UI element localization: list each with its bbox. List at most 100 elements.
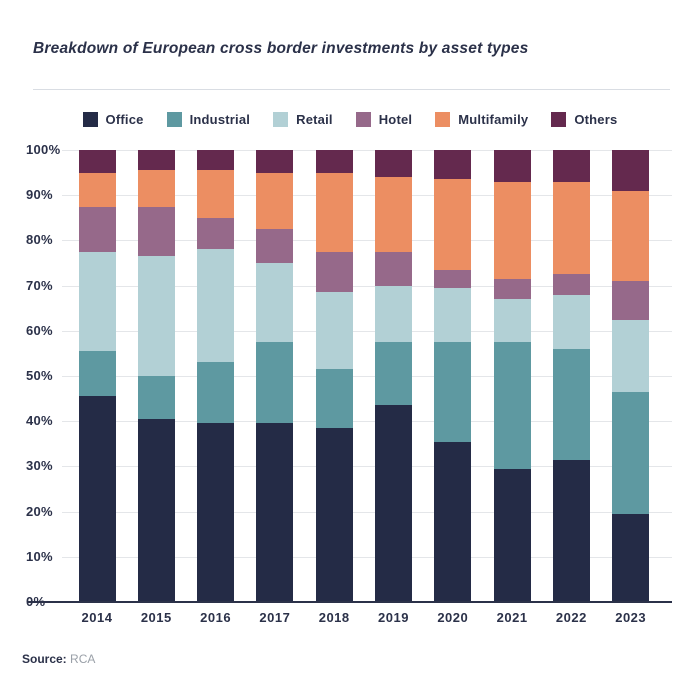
- bar-segment-2017-industrial: [256, 342, 294, 424]
- legend-label: Others: [574, 112, 618, 127]
- bar-segment-2022-industrial: [552, 348, 590, 460]
- bar-segment-2023-multifamily: [612, 190, 650, 282]
- bar-2020: [434, 150, 472, 602]
- bar-2017: [256, 150, 294, 602]
- bar-segment-2021-industrial: [493, 342, 531, 469]
- title-divider: [33, 89, 670, 90]
- bar-2022: [552, 150, 590, 602]
- legend-item-retail: Retail: [273, 112, 333, 127]
- bar-segment-2020-industrial: [434, 342, 472, 442]
- bar-segment-2021-multifamily: [493, 181, 531, 279]
- bar-segment-2023-industrial: [612, 391, 650, 514]
- legend-swatch-icon: [435, 112, 451, 127]
- y-axis-tick-label-100: 100%: [26, 142, 61, 157]
- bar-2018: [315, 150, 353, 602]
- x-axis-label-2014: 2014: [81, 610, 113, 625]
- gridline-50: [62, 376, 672, 377]
- bar-segment-2015-others: [137, 150, 175, 171]
- gridline-100: [62, 150, 672, 151]
- bar-segment-2014-industrial: [78, 351, 116, 397]
- bar-2014: [78, 150, 116, 602]
- bar-segment-2018-others: [315, 150, 353, 173]
- bar-segment-2015-multifamily: [137, 170, 175, 207]
- bar-segment-2020-retail: [434, 287, 472, 343]
- x-axis-label-2023: 2023: [615, 610, 647, 625]
- bar-segment-2014-hotel: [78, 206, 116, 252]
- legend-label: Hotel: [378, 112, 413, 127]
- bar-segment-2022-hotel: [552, 274, 590, 295]
- bar-segment-2017-office: [256, 423, 294, 602]
- bar-segment-2014-others: [78, 150, 116, 173]
- legend-label: Retail: [296, 112, 333, 127]
- x-axis-label-2020: 2020: [437, 610, 469, 625]
- bar-segment-2018-multifamily: [315, 172, 353, 252]
- bar-segment-2016-office: [197, 423, 235, 602]
- bar-segment-2017-retail: [256, 263, 294, 343]
- y-axis-tick-label-80: 80%: [26, 232, 53, 248]
- bar-2021: [493, 150, 531, 602]
- legend-item-office: Office: [82, 112, 144, 127]
- bar-segment-2020-office: [434, 441, 472, 602]
- y-axis-tick-label-30: 30%: [26, 458, 53, 474]
- bar-segment-2017-hotel: [256, 229, 294, 264]
- x-axis-line: [28, 601, 672, 603]
- gridline-70: [62, 285, 672, 287]
- x-axis-label-2016: 2016: [200, 610, 232, 625]
- bar-segment-2020-multifamily: [434, 179, 472, 270]
- gridline-90: [62, 195, 672, 197]
- bar-segment-2014-multifamily: [78, 172, 116, 207]
- legend-item-others: Others: [551, 112, 617, 127]
- y-axis-tick-label-10: 10%: [26, 548, 53, 564]
- bar-segment-2022-office: [552, 459, 590, 602]
- gridline-20: [62, 511, 672, 513]
- x-axis-label-2021: 2021: [496, 610, 528, 625]
- bar-segment-2019-others: [375, 150, 412, 178]
- bar-segment-2023-hotel: [612, 281, 650, 320]
- source-note: Source: RCA: [22, 652, 95, 666]
- y-axis-tick-label-50: 50%: [26, 368, 53, 383]
- legend-swatch-icon: [82, 112, 98, 127]
- legend-label: Office: [105, 112, 144, 127]
- bar-segment-2016-multifamily: [197, 170, 235, 218]
- bar-segment-2019-industrial: [375, 342, 412, 406]
- legend-item-industrial: Industrial: [166, 112, 251, 127]
- page-title: Breakdown of European cross border inves…: [33, 40, 529, 57]
- bar-segment-2016-retail: [197, 249, 235, 363]
- bar-segment-2023-others: [612, 150, 650, 191]
- bar-segment-2018-retail: [315, 292, 353, 370]
- bar-segment-2019-hotel: [375, 251, 412, 286]
- x-axis-label-2017: 2017: [259, 610, 291, 625]
- bar-segment-2015-retail: [137, 256, 175, 377]
- gridline-10: [62, 556, 672, 558]
- y-axis-tick-label-40: 40%: [26, 413, 53, 429]
- bar-segment-2019-multifamily: [375, 177, 412, 252]
- bar-segment-2022-retail: [552, 294, 590, 349]
- legend-label: Multifamily: [458, 112, 529, 127]
- legend-label: Industrial: [189, 112, 251, 127]
- x-axis-label-2022: 2022: [555, 610, 587, 625]
- bar-segment-2018-office: [315, 427, 353, 602]
- legend-swatch-icon: [355, 112, 371, 127]
- gridline-60: [62, 330, 672, 332]
- y-axis-tick-label-90: 90%: [26, 187, 53, 203]
- legend-swatch-icon: [166, 112, 182, 127]
- bar-segment-2021-office: [493, 468, 531, 602]
- bar-segment-2021-others: [493, 150, 531, 182]
- bar-2016: [197, 150, 235, 602]
- legend-swatch-icon: [551, 112, 567, 127]
- bar-segment-2014-office: [78, 396, 116, 602]
- bar-segment-2015-industrial: [137, 376, 175, 419]
- chart-legend: Office Industrial Retail Hotel Multifamily Ot…: [0, 112, 700, 127]
- bar-segment-2016-others: [197, 150, 235, 171]
- source-label: Source:: [22, 652, 67, 666]
- plot-area: [62, 150, 672, 602]
- bar-segment-2019-office: [375, 405, 412, 602]
- gridline-80: [62, 240, 672, 242]
- gridline-40: [62, 421, 672, 423]
- bar-segment-2020-hotel: [434, 269, 472, 288]
- bar-segment-2020-others: [434, 150, 472, 180]
- legend-item-hotel: Hotel: [355, 112, 413, 127]
- bar-segment-2016-industrial: [197, 362, 235, 424]
- x-axis-label-2018: 2018: [318, 610, 350, 625]
